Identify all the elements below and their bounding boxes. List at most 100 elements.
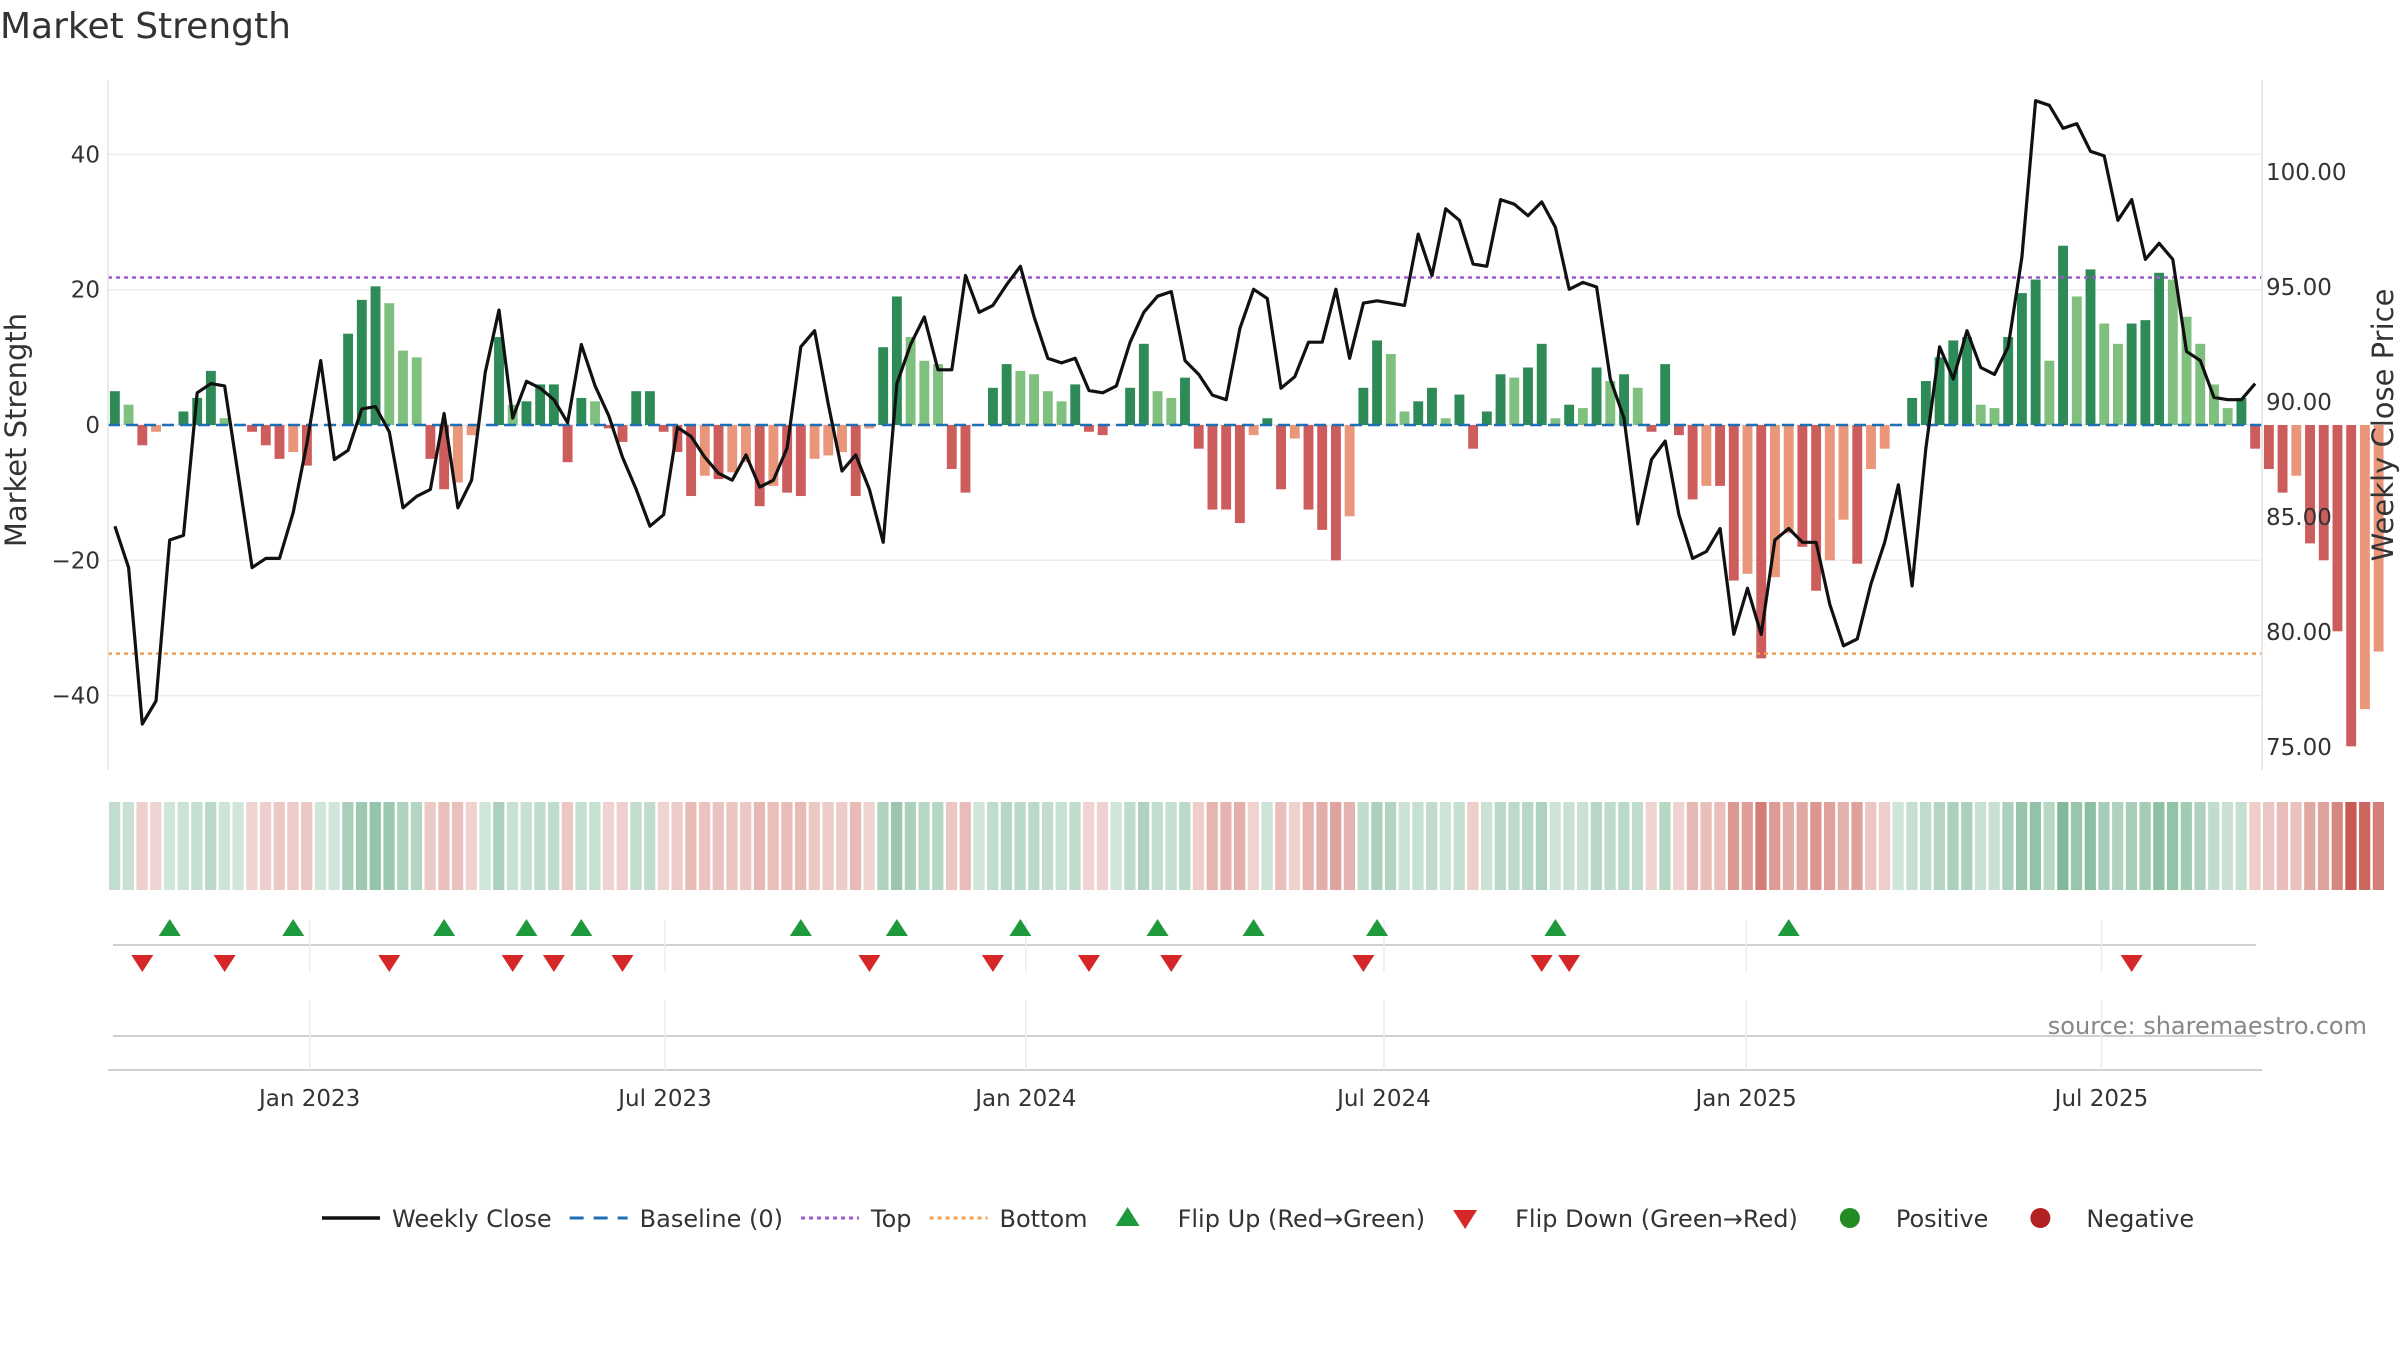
strength-bar: [439, 425, 450, 490]
left-tick-label: −20: [51, 548, 100, 574]
strength-bar: [1852, 425, 1863, 564]
heat-cell: [822, 802, 834, 890]
strength-bar: [1166, 397, 1177, 425]
flip-up-marker: [433, 919, 456, 936]
heat-cell: [1631, 802, 1644, 890]
heat-cell: [1055, 802, 1067, 890]
strength-bar: [878, 347, 889, 425]
strength-bar: [960, 425, 971, 493]
strength-bar: [2346, 425, 2357, 747]
heat-cell: [1961, 802, 1973, 890]
heat-cell: [1508, 802, 1520, 890]
heat-cell: [1920, 802, 1932, 890]
heat-cell: [328, 802, 340, 890]
strength-bar: [2044, 360, 2055, 425]
flip-down-marker: [1160, 955, 1183, 972]
strength-bar: [754, 425, 765, 507]
strength-bar: [1481, 411, 1492, 425]
heat-cell: [849, 802, 862, 890]
heat-cell: [2221, 802, 2234, 890]
heat-cell: [1865, 802, 1877, 890]
heat-cell: [1165, 802, 1177, 890]
heat-cell: [932, 802, 944, 890]
right-tick-label: 100.00: [2266, 160, 2346, 186]
heat-cell: [891, 802, 903, 890]
strength-bar: [1385, 353, 1396, 425]
strength-bar: [891, 296, 902, 425]
flip-down-marker: [1530, 955, 1553, 972]
flip-down-marker: [1558, 955, 1581, 972]
strength-bar: [1289, 425, 1300, 439]
strength-bar: [686, 425, 697, 497]
strength-bar: [1728, 425, 1739, 581]
strength-bar: [425, 425, 436, 459]
strength-bar: [452, 425, 463, 483]
strength-bar: [343, 333, 354, 425]
strength-bar: [535, 384, 546, 425]
strength-bar: [1344, 425, 1355, 517]
left-tick-label: 0: [85, 413, 100, 439]
legend-item-3: Bottom: [929, 1205, 1088, 1233]
x-tick-label: Jan 2024: [973, 1086, 1076, 1112]
flip-down-marker: [378, 955, 401, 972]
strength-bar: [137, 425, 148, 446]
strength-bar: [644, 391, 655, 425]
heat-cell: [1467, 802, 1479, 890]
heat-cell: [1947, 802, 1959, 890]
strength-bar: [2085, 269, 2096, 425]
heat-cell: [2290, 802, 2302, 890]
strength-bar: [1056, 401, 1067, 425]
strength-bar: [576, 397, 587, 425]
heat-cell: [1974, 802, 1987, 890]
heat-cell: [644, 802, 656, 890]
strength-bar: [1550, 418, 1561, 425]
heat-cell: [1796, 802, 1808, 890]
heat-cell: [2235, 802, 2247, 890]
strength-bar: [1866, 425, 1876, 469]
heat-cell: [2139, 802, 2151, 890]
heat-cell: [1741, 802, 1753, 890]
heat-cell: [904, 802, 916, 890]
strength-bar: [1536, 343, 1547, 425]
strength-bar: [823, 425, 834, 456]
strength-bar: [1248, 425, 1259, 436]
flip-down-marker: [858, 955, 881, 972]
strength-bar: [1303, 425, 1314, 510]
heat-cell: [1714, 802, 1726, 890]
strength-bar: [494, 337, 504, 425]
flip-up-marker: [515, 919, 538, 936]
heat-cell: [1192, 802, 1205, 890]
flip-down-marker: [1077, 955, 1100, 972]
heat-cell: [2125, 802, 2138, 890]
heat-cell: [1384, 802, 1397, 890]
legend-item-6: Positive: [1839, 1205, 1988, 1233]
strength-bar: [1646, 425, 1657, 432]
strength-bar: [1907, 397, 1918, 425]
heat-cell: [465, 802, 477, 890]
strength-bar: [809, 425, 820, 459]
heat-cell: [602, 802, 615, 890]
heat-cell: [1302, 802, 1314, 890]
strength-bar: [631, 391, 642, 425]
strength-bar: [384, 303, 395, 425]
heat-cell: [1823, 802, 1836, 890]
strength-bar: [2305, 425, 2315, 544]
heat-cell: [259, 802, 272, 890]
heat-cell: [781, 802, 793, 890]
heat-cell: [2194, 802, 2206, 890]
heat-cell: [506, 802, 519, 890]
strength-bar: [2167, 279, 2178, 425]
strength-bar: [1029, 374, 1040, 425]
heat-cell: [1247, 802, 1259, 890]
heat-cell: [1028, 802, 1040, 890]
legend-swatch: [1839, 1208, 1860, 1228]
strength-bar: [699, 425, 710, 476]
strength-bar: [1468, 425, 1479, 449]
heat-cell: [2208, 802, 2220, 890]
heat-cell: [1206, 802, 1218, 890]
strength-bar: [411, 357, 422, 425]
strength-bar: [2359, 425, 2370, 710]
strength-bar: [1001, 364, 1012, 425]
heat-cell: [1810, 802, 1822, 890]
heat-cell: [753, 802, 766, 890]
